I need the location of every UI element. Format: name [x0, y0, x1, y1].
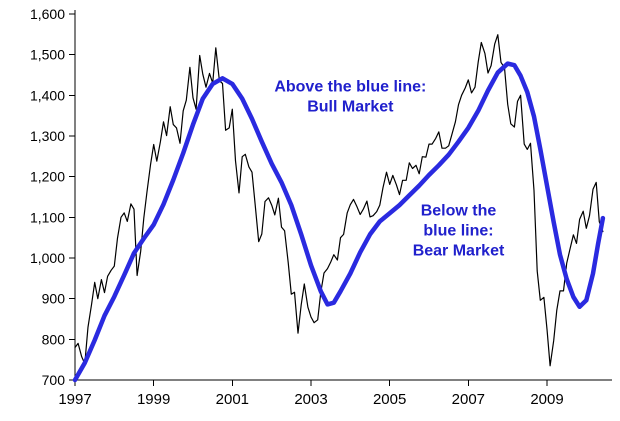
x-tick-label: 2007: [452, 391, 485, 408]
y-tick-label: 1,600: [30, 6, 65, 22]
x-tick-label: 1999: [137, 391, 170, 408]
y-tick-label: 1,100: [30, 209, 65, 225]
x-tick-label: 2005: [373, 391, 406, 408]
y-tick-label: 700: [42, 372, 66, 388]
y-tick-label: 1,400: [30, 87, 65, 103]
y-tick-label: 1,000: [30, 250, 65, 266]
y-tick-label: 900: [42, 291, 66, 307]
smoothed-trend-line: [72, 61, 606, 383]
x-tick-label: 1997: [58, 391, 91, 408]
y-tick-label: 1,300: [30, 128, 65, 144]
bear-market-annotation: Below the blue line: Bear Market: [413, 202, 505, 259]
x-tick-label: 2009: [530, 391, 563, 408]
x-tick-label: 2001: [216, 391, 249, 408]
stock-index-line: [74, 34, 604, 367]
y-tick-label: 800: [42, 331, 66, 347]
x-tick-label: 2003: [294, 391, 327, 408]
y-tick-label: 1,500: [30, 47, 65, 63]
bull-market-annotation: Above the blue line: Bull Market: [274, 78, 426, 115]
y-tick-label: 1,200: [30, 169, 65, 185]
